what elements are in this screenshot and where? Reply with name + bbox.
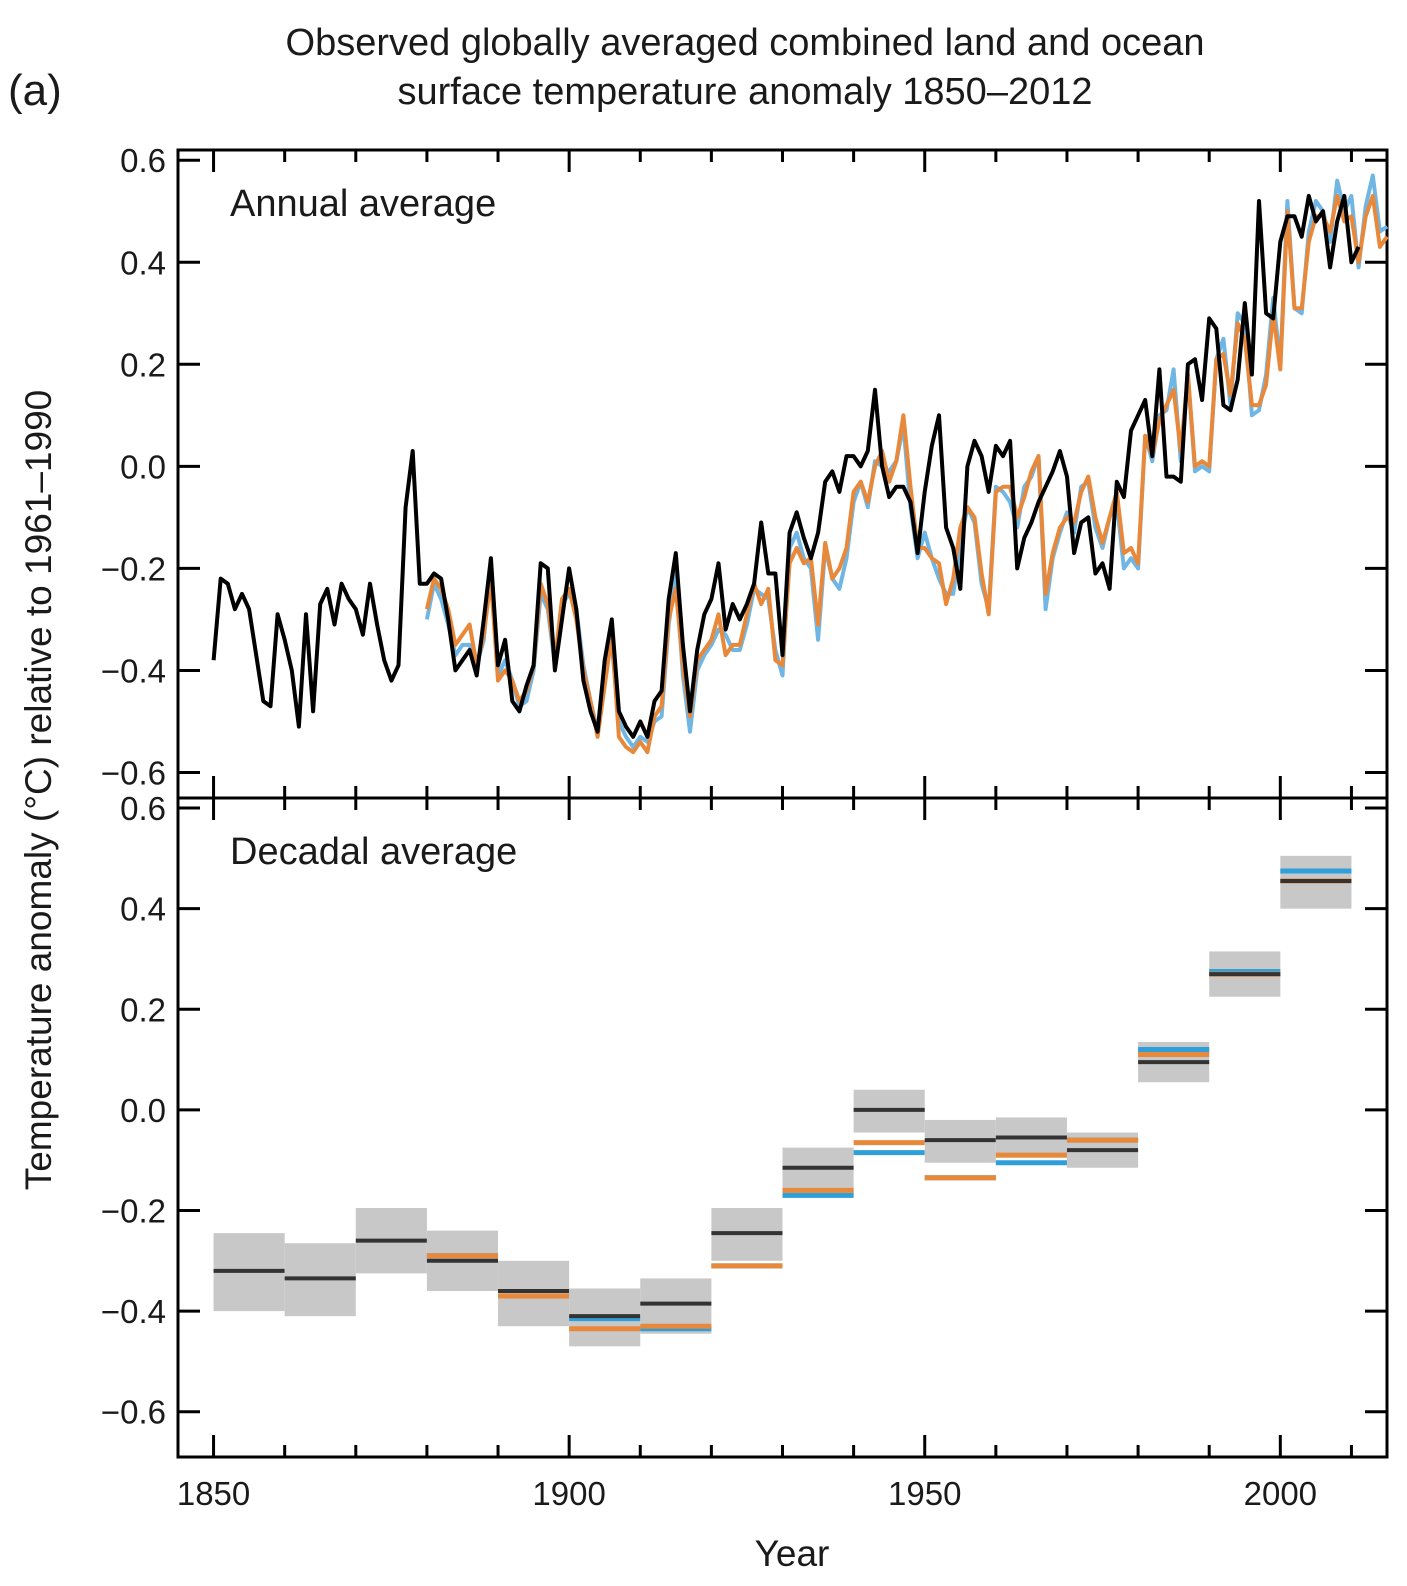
annual-average-panel: −0.6 −0.4 −0.2 0.0 0.2 0.4 0.6 Annual average	[101, 142, 1389, 800]
decadal-average-panel: −0.6 −0.4 −0.2 0.0 0.2 0.4 0.6 Decadal average 1…	[101, 790, 1389, 1512]
chart-title-line-2: surface temperature anomaly 1850–2012	[397, 71, 1093, 113]
annual-series-orange-line	[424, 193, 1389, 755]
decadal-uncertainty-box	[782, 1147, 854, 1196]
x-tick-label: 1900	[532, 1475, 605, 1512]
x-tick-label: 1950	[888, 1475, 961, 1512]
decadal-ytick-label: 0.0	[120, 1092, 166, 1129]
annual-ytick-label: 0.6	[120, 142, 166, 179]
x-tick-label: 2000	[1244, 1475, 1317, 1512]
chart-title-line-1: Observed globally averaged combined land…	[285, 22, 1205, 64]
decadal-plot-frame	[176, 796, 1389, 1459]
x-axis-label: Year	[755, 1533, 830, 1574]
y-axis-label: Temperature anomaly (°C) relative to 196…	[18, 390, 59, 1190]
annual-ytick-label: 0.4	[120, 244, 166, 281]
annual-panel-title: Annual average	[230, 183, 496, 225]
decadal-ytick-label: −0.4	[101, 1293, 166, 1330]
annual-ytick-label: 0.2	[120, 346, 166, 383]
annual-series-black-line	[211, 193, 1361, 739]
decadal-panel-title: Decadal average	[230, 831, 517, 873]
x-tick-label: 1850	[177, 1475, 250, 1512]
annual-ytick-label: 0.0	[120, 448, 166, 485]
annual-ytick-label: −0.6	[101, 754, 166, 791]
annual-ytick-label: −0.2	[101, 550, 166, 587]
annual-plot-frame	[176, 148, 1389, 800]
annual-ytick-label: −0.4	[101, 652, 166, 689]
decadal-uncertainty-box	[498, 1260, 570, 1327]
decadal-ytick-label: −0.6	[101, 1394, 166, 1431]
decadal-ytick-label: −0.2	[101, 1193, 166, 1230]
panel-label: (a)	[8, 66, 62, 115]
decadal-ytick-label: 0.2	[120, 991, 166, 1028]
decadal-ytick-label: 0.6	[120, 790, 166, 827]
decadal-ytick-label: 0.4	[120, 891, 166, 928]
